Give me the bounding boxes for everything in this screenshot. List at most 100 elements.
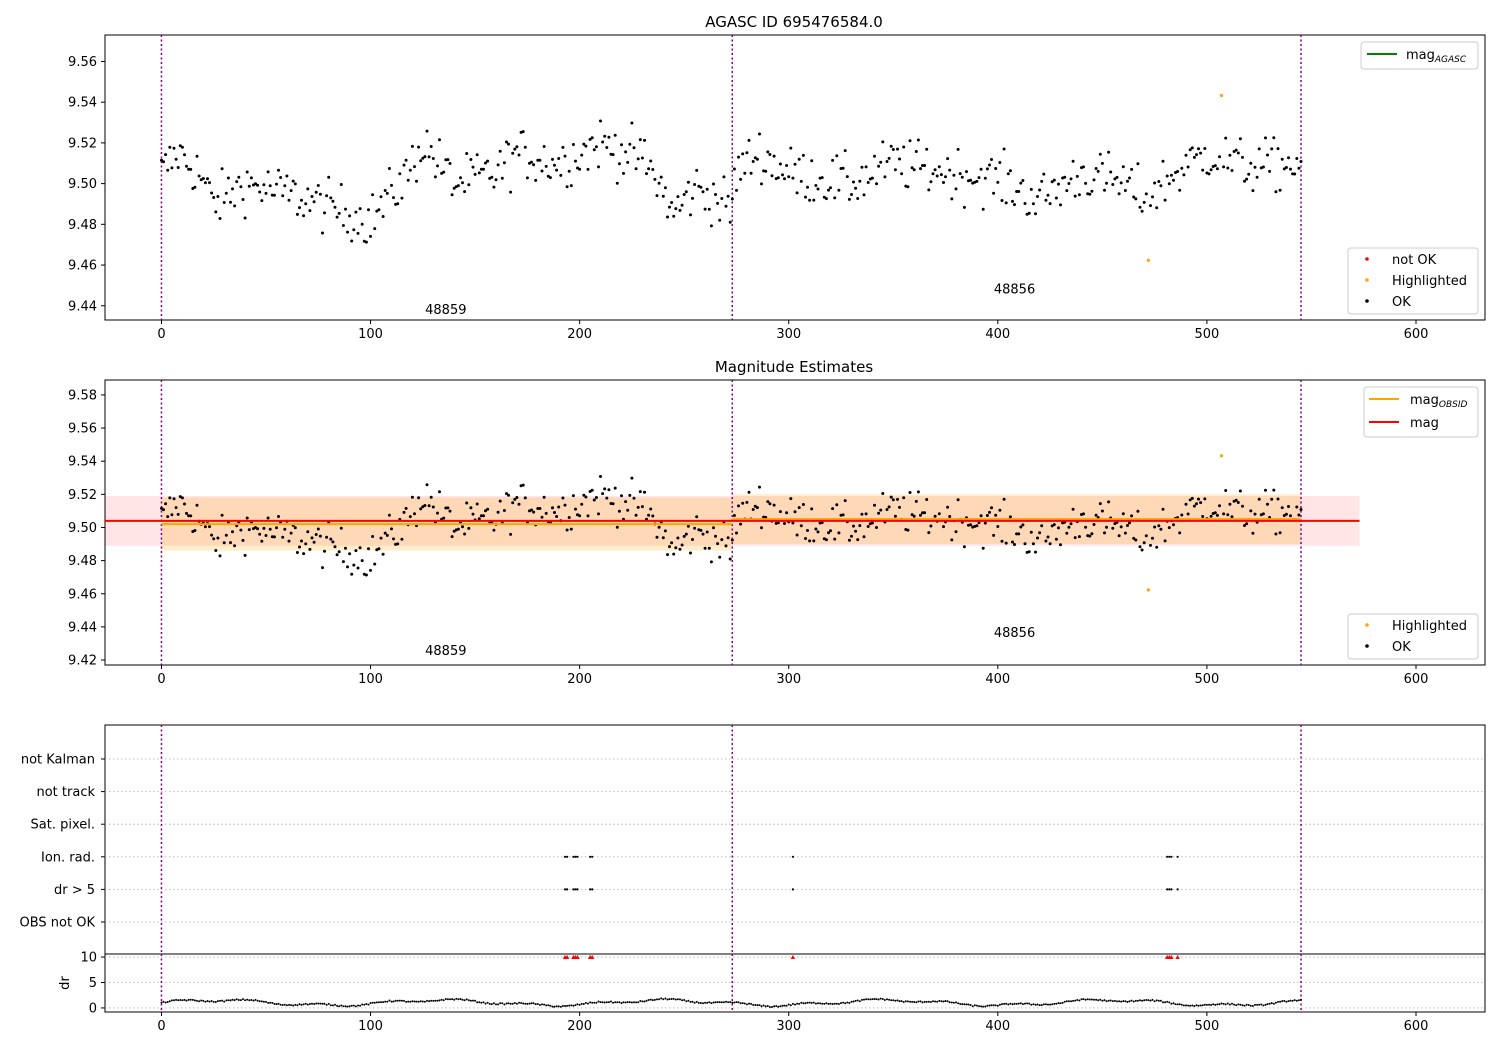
- ok-point: [655, 535, 659, 539]
- x-tick-label: 0: [157, 672, 165, 687]
- ok-point: [1008, 515, 1012, 519]
- ok-point: [638, 490, 642, 494]
- ok-point: [841, 513, 845, 517]
- dr-point: [771, 1006, 773, 1008]
- ok-point: [1008, 169, 1012, 173]
- dr-point: [336, 1004, 339, 1007]
- dr-point: [1067, 1000, 1070, 1003]
- ok-point: [231, 530, 234, 534]
- ok-point: [421, 156, 425, 160]
- dr-point: [923, 1000, 926, 1003]
- ok-point: [534, 178, 538, 182]
- ok-point: [1046, 535, 1050, 539]
- ok-point: [302, 214, 306, 218]
- ok-point: [425, 129, 429, 133]
- dr-point: [580, 1002, 583, 1005]
- dr-point: [334, 1003, 336, 1006]
- ok-point: [325, 535, 329, 539]
- ok-point: [1136, 509, 1140, 513]
- ok-point: [862, 535, 866, 539]
- legend-marker: [1365, 257, 1369, 261]
- dr-point: [459, 998, 462, 1000]
- dr-point: [344, 1005, 347, 1008]
- ok-point: [300, 539, 303, 543]
- ok-point: [442, 516, 446, 520]
- dr-point: [160, 1001, 163, 1004]
- ok-point: [799, 179, 803, 183]
- dr-point: [319, 1002, 322, 1005]
- dr-point: [1049, 1003, 1052, 1006]
- ok-point: [893, 514, 897, 518]
- ok-point: [379, 536, 383, 540]
- ok-point: [873, 154, 876, 158]
- dr-point: [1076, 999, 1079, 1001]
- dr-point: [1166, 1000, 1169, 1003]
- dr-point: [806, 1001, 809, 1004]
- dr-point: [1103, 999, 1106, 1002]
- ok-point: [1215, 513, 1219, 517]
- dr-point: [1143, 999, 1146, 1002]
- dr-point: [1228, 1003, 1231, 1006]
- ok-point: [413, 165, 416, 169]
- ok-point: [1052, 523, 1056, 527]
- dr-point: [946, 1000, 949, 1003]
- dr-point: [407, 1000, 410, 1003]
- ok-point: [532, 163, 536, 167]
- ok-point: [935, 174, 939, 178]
- flag-point: [591, 888, 594, 891]
- ok-point: [354, 549, 358, 553]
- ok-point: [1151, 536, 1154, 540]
- ok-point: [247, 184, 251, 188]
- ok-point: [473, 172, 477, 176]
- dr-point: [503, 1003, 506, 1006]
- ok-point: [916, 490, 920, 494]
- dr-point: [1224, 1003, 1227, 1006]
- dr-point: [902, 1001, 905, 1003]
- ok-point: [937, 165, 941, 169]
- ok-point: [1251, 531, 1255, 535]
- ok-point: [588, 137, 592, 141]
- ok-point: [1040, 179, 1044, 183]
- ok-point: [295, 551, 299, 554]
- ok-point: [647, 513, 651, 517]
- dr-point: [1222, 1002, 1225, 1005]
- ok-point: [1088, 534, 1092, 538]
- ok-point: [787, 175, 791, 179]
- ok-point: [574, 507, 577, 511]
- ok-point: [477, 171, 481, 175]
- dr-point: [1243, 1004, 1246, 1007]
- ok-point: [640, 156, 644, 160]
- dr-point: [827, 1002, 830, 1005]
- dr-point: [727, 1001, 730, 1004]
- ok-point: [601, 492, 605, 496]
- ok-point: [1163, 198, 1167, 202]
- ok-point: [281, 194, 285, 198]
- ok-point: [1289, 167, 1292, 171]
- dr-point: [737, 1001, 740, 1004]
- highlighted-point: [1219, 454, 1224, 458]
- dr-point: [921, 1001, 924, 1004]
- ok-point: [502, 161, 506, 165]
- ok-point: [569, 527, 573, 531]
- dr-point: [315, 1002, 318, 1005]
- ok-point: [952, 173, 956, 177]
- ok-point: [1067, 525, 1071, 529]
- ok-point: [1264, 488, 1267, 492]
- dr-point: [1061, 1001, 1064, 1004]
- ok-point: [994, 167, 998, 170]
- y-tick-label: 9.52: [68, 488, 97, 503]
- ok-point: [341, 224, 345, 227]
- dr-point: [1281, 1000, 1284, 1003]
- ok-point: [870, 176, 874, 180]
- ok-point: [718, 218, 722, 222]
- ok-point: [632, 146, 636, 150]
- dr-point: [975, 1004, 978, 1007]
- ok-point: [1113, 177, 1117, 181]
- ok-point: [272, 193, 276, 197]
- ok-point: [507, 493, 510, 497]
- ok-point: [258, 190, 262, 194]
- ok-point: [1165, 174, 1169, 178]
- ok-point: [833, 196, 837, 200]
- dr-point: [802, 1002, 805, 1005]
- ok-point: [584, 144, 588, 148]
